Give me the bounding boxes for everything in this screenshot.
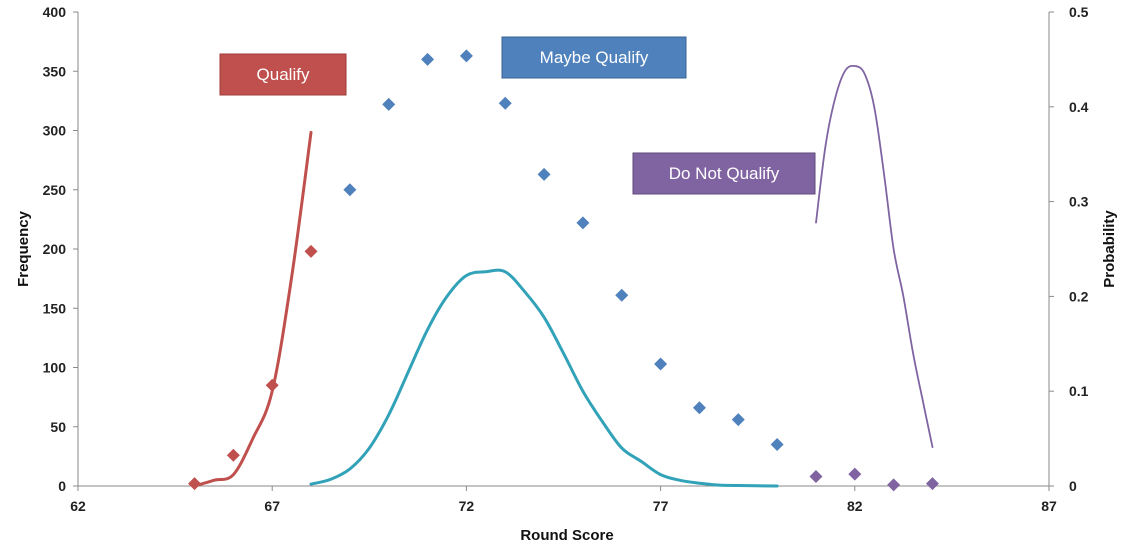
x-tick-label: 67 [264,498,280,514]
series-0-diamond-point [265,378,279,392]
series-1-diamond-point [654,357,668,371]
series-2-diamond-point [809,470,823,484]
series-3-curve [193,130,313,488]
series-1-diamond-point [382,97,396,111]
y-axis-title: Frequency [15,210,32,287]
y-tick-label: 150 [43,300,67,316]
y2-tick-label: 0.5 [1069,4,1089,20]
y2-axis-title: Probability [1101,210,1118,288]
y-tick-label: 300 [43,123,67,139]
x-tick-label: 62 [70,498,86,514]
annotation-donot-box [632,152,816,195]
series-2-diamond-point [848,467,862,481]
y-tick-label: 350 [43,63,67,79]
x-axis-title: Round Score [520,527,613,544]
series-1-diamond-point [731,413,745,427]
x-tick-label: 82 [847,498,863,514]
series-2-diamond-point [887,478,901,492]
series-0-diamond-point [188,477,202,491]
y2-tick-label: 0.2 [1069,288,1089,304]
y-tick-label: 0 [58,478,66,494]
annotation-qualify-label: Qualify [257,65,310,84]
series-1-diamond-point [537,167,551,181]
x-tick-label: 77 [653,498,669,514]
series-1-diamond-point [421,52,435,66]
series-1-diamond-point [692,401,706,415]
marker-layer [188,49,939,492]
annotation-maybe-box [501,36,687,79]
series-1-diamond-point [343,183,357,197]
annotation-donot-label: Do Not Qualify [669,164,780,183]
y2-tick-label: 0.3 [1069,194,1089,210]
annotation-maybe-label: Maybe Qualify [540,48,649,67]
annotation-qualify: Qualify [219,53,347,96]
series-2-diamond-point [925,477,939,491]
series-4-curve [309,268,779,488]
y-tick-label: 50 [50,419,66,435]
y-tick-label: 100 [43,360,67,376]
curve-layer [193,64,934,488]
series-1-diamond-point [576,216,590,230]
series-1-diamond-point [498,96,512,110]
y-tick-label: 400 [43,4,67,20]
annotation-do-not-qualify: Do Not Qualify [632,152,816,195]
x-tick-label: 87 [1041,498,1057,514]
annotation-maybe-qualify: Maybe Qualify [501,36,687,79]
y2-tick-label: 0 [1069,478,1077,494]
y-tick-label: 200 [43,241,67,257]
series-0-diamond-point [226,448,240,462]
y2-tick-label: 0.4 [1069,99,1089,115]
series-5-curve [815,64,934,448]
tick-layer: 62 67 72 77 82 87 0 50 100 150 200 250 300 350 400 0 0.1… [43,4,1089,514]
series-1-diamond-point [459,49,473,63]
y2-tick-label: 0.1 [1069,383,1089,399]
series-1-diamond-point [770,438,784,452]
series-1-diamond-point [615,288,629,302]
series-0-diamond-point [304,244,318,258]
annotation-qualify-box [219,53,347,96]
y-tick-label: 250 [43,182,67,198]
x-tick-label: 72 [459,498,475,514]
